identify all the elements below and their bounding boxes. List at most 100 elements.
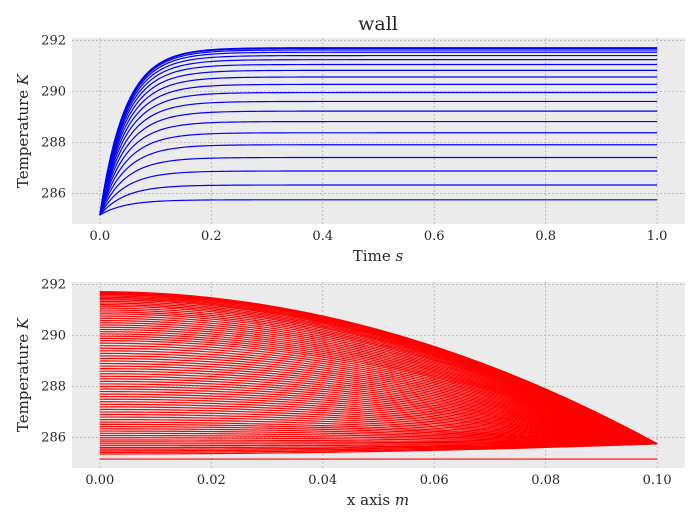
bottom-series-lines (99, 291, 658, 460)
series-line (99, 91, 658, 216)
series-line (99, 184, 658, 216)
series-line (99, 413, 658, 445)
top-y-tick-labels: 286 288 290 292 (41, 34, 66, 202)
series-line (99, 418, 658, 445)
top-gridlines (72, 38, 685, 224)
top-series-lines (99, 47, 658, 216)
series-line (99, 378, 658, 445)
series-line (99, 423, 658, 445)
x-tick-label: 0.08 (531, 473, 560, 488)
series-line (99, 324, 658, 445)
series-line (99, 421, 658, 445)
x-tick-label: 0.02 (197, 473, 226, 488)
spatial-profile-panel: 0.00 0.02 0.04 0.06 0.08 0.10 286 288 290 292 x … (14, 278, 685, 509)
x-tick-label: 0.00 (85, 473, 114, 488)
bottom-x-tick-labels: 0.00 0.02 0.04 0.06 0.08 0.10 (85, 473, 671, 488)
bottom-x-axis-label: x axis m (347, 491, 409, 509)
series-line (99, 76, 658, 216)
series-line (99, 83, 658, 216)
series-line (99, 355, 658, 445)
series-line (99, 291, 658, 445)
series-line (99, 396, 658, 445)
series-line (99, 317, 658, 445)
series-line (99, 337, 658, 445)
series-line (99, 368, 658, 445)
x-tick-label: 0.8 (535, 229, 556, 244)
y-tick-label: 288 (41, 379, 66, 394)
series-line (99, 333, 658, 445)
y-tick-label: 286 (41, 186, 66, 201)
series-line (99, 383, 658, 445)
x-tick-label: 1.0 (647, 229, 668, 244)
series-line (99, 170, 658, 216)
series-line (99, 199, 658, 216)
series-line (99, 144, 658, 216)
series-line (99, 375, 658, 445)
series-line (99, 352, 658, 445)
series-line (99, 315, 658, 445)
series-line (99, 434, 658, 445)
y-tick-label: 292 (41, 34, 66, 49)
series-line (99, 390, 658, 445)
y-tick-label: 290 (41, 329, 66, 344)
y-tick-label: 286 (41, 430, 66, 445)
bottom-y-axis-label: Temperature K (14, 317, 32, 432)
series-line (99, 385, 658, 445)
x-tick-label: 0.6 (424, 229, 445, 244)
y-tick-label: 290 (41, 85, 66, 100)
series-line (99, 406, 658, 445)
series-line (99, 110, 658, 216)
series-line (99, 335, 658, 445)
series-line (99, 426, 658, 445)
series-line (99, 350, 658, 445)
x-tick-label: 0.04 (308, 473, 337, 488)
series-line (99, 408, 658, 445)
series-line (99, 360, 658, 445)
bottom-y-tick-labels: 286 288 290 292 (41, 278, 66, 446)
series-line (99, 432, 658, 445)
chart-title: wall (358, 13, 398, 35)
top-plot-area (72, 38, 685, 224)
y-tick-label: 292 (41, 278, 66, 293)
x-tick-label: 0.10 (643, 473, 672, 488)
series-line (99, 132, 658, 216)
series-line (99, 439, 658, 445)
series-line (99, 357, 658, 445)
top-x-axis-label: Time s (353, 247, 404, 265)
x-tick-label: 0.0 (90, 229, 111, 244)
series-line (99, 63, 658, 216)
series-line (99, 47, 658, 216)
series-line (99, 373, 658, 445)
series-line (99, 437, 658, 445)
series-line (99, 156, 658, 216)
series-line (99, 370, 658, 445)
series-line (99, 319, 658, 445)
series-line (99, 326, 658, 445)
series-line (99, 345, 658, 445)
series-line (99, 403, 658, 445)
series-line (99, 362, 658, 445)
series-line (99, 380, 658, 445)
x-tick-label: 0.06 (420, 473, 449, 488)
series-line (99, 388, 658, 445)
series-line (99, 411, 658, 445)
series-line (99, 347, 658, 445)
time-series-panel: wall 0.0 0.2 0.4 0.6 0.8 1.0 286 288 290 292 Tim… (14, 13, 685, 265)
series-line (99, 398, 658, 445)
series-line (99, 328, 658, 445)
series-line (99, 100, 658, 216)
series-line (99, 342, 658, 445)
x-tick-label: 0.4 (312, 229, 333, 244)
series-line (99, 401, 658, 445)
series-line (99, 331, 658, 445)
series-line (99, 340, 658, 445)
series-line (99, 416, 658, 445)
x-tick-label: 0.2 (201, 229, 222, 244)
series-line (99, 430, 658, 445)
series-line (99, 322, 658, 445)
y-tick-label: 288 (41, 135, 66, 150)
series-line (99, 393, 658, 445)
series-line (99, 428, 658, 445)
top-x-tick-labels: 0.0 0.2 0.4 0.6 0.8 1.0 (90, 229, 668, 244)
